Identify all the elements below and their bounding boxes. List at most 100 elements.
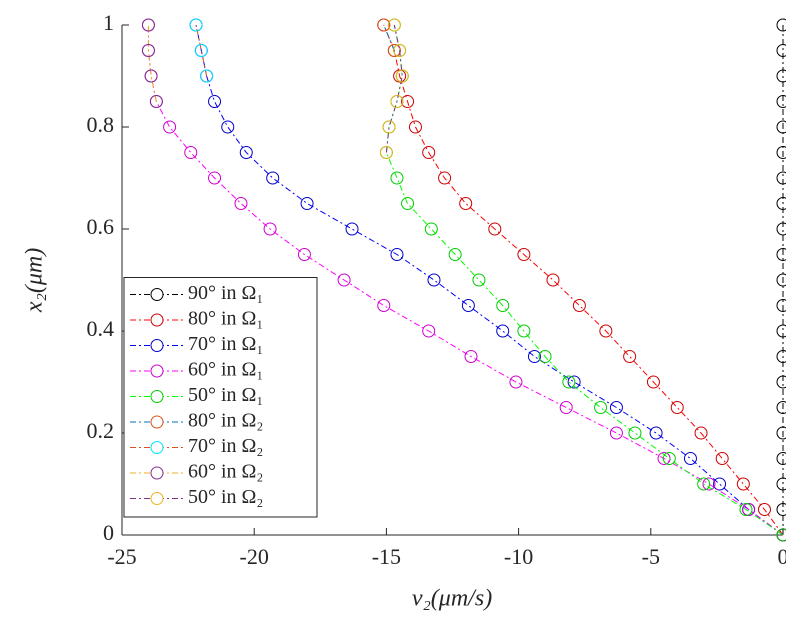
marker	[424, 222, 438, 236]
marker	[662, 452, 676, 465]
marker	[736, 477, 750, 491]
marker	[488, 222, 502, 236]
x-axis-label: v₂(μm/s)	[412, 586, 492, 612]
marker	[459, 197, 473, 210]
legend-marker	[150, 466, 164, 480]
marker	[567, 375, 581, 389]
marker	[694, 426, 708, 440]
marker	[517, 324, 531, 338]
y-axis-label: x₂(μm)	[22, 248, 48, 313]
marker	[297, 248, 311, 261]
marker	[713, 477, 727, 491]
marker	[776, 222, 786, 236]
x-tick-label: -20	[240, 544, 269, 569]
marker	[742, 503, 756, 516]
marker	[546, 273, 560, 287]
marker	[509, 375, 523, 389]
marker	[194, 44, 208, 57]
x-tick-label: -15	[372, 544, 401, 569]
marker	[527, 350, 541, 363]
marker	[390, 95, 404, 108]
legend-marker	[150, 313, 164, 327]
marker	[144, 69, 158, 83]
marker	[776, 18, 786, 32]
marker	[715, 452, 729, 465]
legend-label: 50° in Ω₁	[188, 384, 263, 406]
marker	[623, 350, 637, 363]
marker	[208, 95, 222, 108]
marker	[184, 146, 198, 159]
marker	[599, 324, 613, 338]
marker	[464, 350, 478, 363]
y-tick-label: 0.8	[87, 112, 115, 137]
legend-marker	[150, 339, 164, 352]
series-line	[385, 24, 784, 536]
marker	[776, 375, 786, 389]
legend-marker	[150, 364, 164, 378]
marker	[427, 273, 441, 287]
marker	[776, 324, 786, 338]
marker	[776, 273, 786, 287]
series-line	[385, 24, 403, 153]
marker	[776, 299, 786, 312]
legend-label: 60° in Ω₂	[188, 461, 263, 483]
marker	[628, 426, 642, 440]
legend-label: 70° in Ω₂	[188, 435, 263, 457]
y-tick-label: 0.4	[87, 316, 115, 341]
marker	[337, 273, 351, 287]
marker	[200, 69, 214, 83]
marker	[438, 171, 452, 185]
marker	[776, 401, 786, 414]
marker	[189, 18, 203, 32]
marker	[776, 528, 786, 542]
marker	[609, 426, 623, 440]
marker	[683, 452, 697, 465]
marker	[393, 69, 407, 83]
legend-marker	[150, 415, 164, 429]
marker	[562, 375, 576, 389]
marker	[263, 222, 277, 236]
marker	[221, 120, 235, 134]
marker	[390, 171, 404, 185]
marker	[266, 171, 280, 185]
marker	[776, 503, 786, 516]
marker	[390, 248, 404, 261]
marker	[393, 44, 407, 57]
marker	[776, 44, 786, 57]
marker	[141, 18, 155, 32]
marker	[422, 146, 436, 159]
marker	[496, 299, 510, 312]
marker	[776, 452, 786, 465]
marker	[208, 171, 222, 185]
marker	[776, 248, 786, 261]
marker	[776, 95, 786, 108]
marker	[234, 197, 248, 210]
marker	[739, 503, 753, 516]
marker	[149, 95, 163, 108]
marker	[382, 120, 396, 134]
y-tick-label: 0.6	[87, 214, 115, 239]
series-line	[195, 24, 208, 77]
marker	[401, 95, 415, 108]
marker	[609, 401, 623, 414]
marker	[646, 375, 660, 389]
x-tick-label: -10	[504, 544, 533, 569]
y-tick-label: 1	[103, 10, 114, 35]
marker	[387, 44, 401, 57]
marker	[395, 69, 409, 83]
y-tick-label: 0	[103, 520, 114, 545]
legend-label: 50° in Ω₂	[188, 486, 263, 508]
marker	[572, 299, 586, 312]
legend-label: 70° in Ω₁	[188, 333, 263, 355]
marker	[448, 248, 462, 261]
marker	[472, 273, 486, 287]
series-line	[383, 24, 784, 536]
marker	[379, 146, 393, 159]
marker	[757, 503, 771, 516]
legend-marker	[150, 441, 164, 454]
series-line	[383, 24, 395, 51]
marker	[377, 299, 391, 312]
marker	[496, 324, 510, 338]
marker	[387, 18, 401, 32]
